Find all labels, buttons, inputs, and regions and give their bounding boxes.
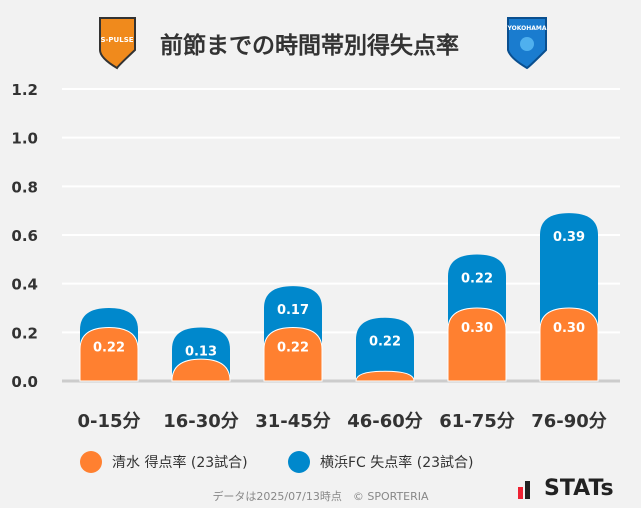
yokohama-fc-logo: YOKOHAMA <box>507 17 547 70</box>
data-label-shimizu: 0.30 <box>461 321 493 336</box>
bar-shimizu <box>447 307 507 382</box>
y-tick-label: 0.6 <box>11 227 38 245</box>
bar-shimizu <box>171 358 231 382</box>
x-tick-label: 31-45分 <box>255 411 331 432</box>
y-tick-label: 0.2 <box>11 324 38 342</box>
x-tick-label: 46-60分 <box>347 411 423 432</box>
legend-item-yokohama: 横浜FC 失点率 (23試合) <box>288 451 473 473</box>
brand: STATs <box>544 476 614 501</box>
data-label-yokohama: 0.22 <box>369 335 401 350</box>
x-tick-label: 16-30分 <box>163 411 239 432</box>
svg-text:YOKOHAMA: YOKOHAMA <box>507 25 547 32</box>
data-label-yokohama: 0.39 <box>553 230 585 245</box>
x-tick-label: 0-15分 <box>77 411 140 432</box>
y-tick-label: 0.8 <box>11 178 38 196</box>
data-label-yokohama: 0.22 <box>461 271 493 286</box>
data-label-shimizu: 0.22 <box>93 340 125 355</box>
legend-swatch <box>288 451 310 473</box>
bar-shimizu <box>539 307 599 382</box>
bar-shimizu <box>263 326 323 382</box>
y-tick-label: 1.2 <box>11 81 38 99</box>
legend-label: 横浜FC 失点率 (23試合) <box>320 455 474 471</box>
svg-text:S-PULSE: S-PULSE <box>100 36 133 44</box>
data-label-shimizu: 0.30 <box>553 321 585 336</box>
y-tick-label: 0.0 <box>11 373 38 391</box>
legend-label: 清水 得点率 (23試合) <box>112 455 248 471</box>
legend-item-shimizu: 清水 得点率 (23試合) <box>80 451 248 473</box>
legend-swatch <box>80 451 102 473</box>
data-label-yokohama: 0.17 <box>277 303 309 318</box>
bar-shimizu <box>79 326 139 382</box>
data-label-yokohama: 0.13 <box>185 344 217 359</box>
bar-shimizu <box>355 370 415 382</box>
y-tick-label: 0.4 <box>11 276 38 294</box>
y-tick-label: 1.0 <box>11 130 38 148</box>
x-tick-label: 61-75分 <box>439 411 515 432</box>
x-tick-label: 76-90分 <box>531 411 607 432</box>
data-label-shimizu: 0.22 <box>277 340 309 355</box>
footer: データは2025/07/13時点 © SPORTERIA <box>212 490 429 503</box>
bar-yokohama <box>356 317 414 381</box>
s-pulse-logo: S-PULSE <box>99 17 136 70</box>
chart-title: 前節までの時間帯別得失点率 <box>160 33 459 59</box>
stats-logo: STATs <box>518 476 614 501</box>
